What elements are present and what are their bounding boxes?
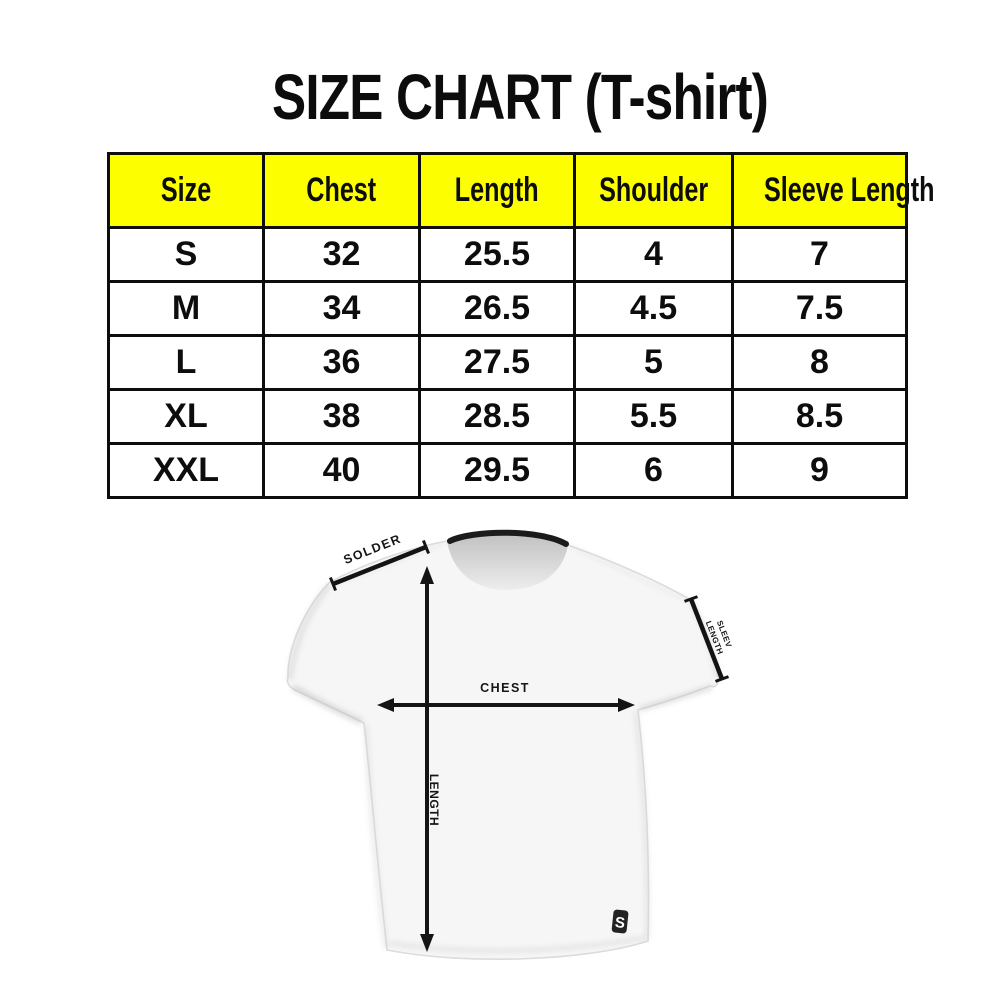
chest-arrowhead-left: [377, 698, 394, 712]
table-cell: S: [107, 226, 265, 283]
table-cell: 28.5: [418, 388, 576, 445]
table-row: L 36 27.5 5 8: [107, 334, 908, 391]
table-cell: 26.5: [418, 280, 576, 337]
table-cell: XXL: [107, 442, 265, 499]
length-arrow: [420, 566, 434, 952]
table-cell: 9: [731, 442, 908, 499]
column-header-shoulder: Shoulder: [573, 152, 734, 229]
brand-logo-tag: [611, 909, 629, 934]
table-header: Size Chest Length Shoulder Sleeve Length: [107, 152, 935, 229]
column-header-chest: Chest: [262, 152, 421, 229]
table-cell: 8: [731, 334, 908, 391]
table-cell: 4.5: [573, 280, 734, 337]
shoulder-measure-line: [332, 544, 427, 587]
sleeve-measure: [683, 595, 730, 683]
chest-arrow: [377, 698, 635, 712]
collar-scoop: [447, 535, 568, 590]
table-cell: 6: [573, 442, 734, 499]
table-cell: M: [107, 280, 265, 337]
tshirt-body: [286, 534, 719, 961]
sleeve-measure-tick-top: [683, 595, 699, 603]
brand-logo: S: [611, 909, 629, 934]
table-row: S 32 25.5 4 7: [107, 226, 908, 283]
table-cell: 5: [573, 334, 734, 391]
sleeve-measure-line: [688, 598, 725, 680]
brand-logo-letter: S: [614, 914, 626, 932]
chest-arrowhead-right: [618, 698, 635, 712]
page-title: SIZE CHART (T-shirt): [40, 64, 1000, 130]
length-label: LENGTH: [427, 774, 441, 826]
length-arrowhead-bottom: [420, 934, 434, 952]
table-cell: L: [107, 334, 265, 391]
shoulder-measure-tick-right: [422, 539, 430, 555]
shoulder-measure: [329, 539, 430, 592]
collar: [447, 529, 569, 590]
table-cell: 40: [262, 442, 421, 499]
length-arrowhead-top: [420, 566, 434, 584]
table-cell: 36: [262, 334, 421, 391]
column-header-length: Length: [418, 152, 576, 229]
tshirt-diagram: SOLDER LENGTH CHEST SLEEV LENGTH S: [286, 529, 733, 961]
table-row: XL 38 28.5 5.5 8.5: [107, 388, 908, 445]
table-row: M 34 26.5 4.5 7.5: [107, 280, 908, 337]
size-table-body: S 32 25.5 4 7 M 34 26.5 4.5 7.5 L 36 27.5 5 8 XL 38 28.5 5…: [107, 226, 908, 499]
column-header-sleeve-length: Sleeve Length: [731, 152, 935, 229]
collar-band: [447, 529, 569, 547]
table-cell: 34: [262, 280, 421, 337]
header-row: Size Chest Length Shoulder Sleeve Length: [107, 152, 935, 229]
table-cell: 7.5: [731, 280, 908, 337]
page-title-text: SIZE CHART (T-shirt): [272, 61, 769, 133]
table-cell: 25.5: [418, 226, 576, 283]
table-cell: 27.5: [418, 334, 576, 391]
table-cell: 5.5: [573, 388, 734, 445]
column-header-size: Size: [107, 152, 265, 229]
table-cell: 7: [731, 226, 908, 283]
sleeve-measure-tick-bottom: [714, 675, 730, 683]
chest-label: CHEST: [480, 681, 530, 695]
table-cell: 4: [573, 226, 734, 283]
shoulder-measure-tick-left: [329, 576, 337, 592]
table-row: XXL 40 29.5 6 9: [107, 442, 908, 499]
table-cell: XL: [107, 388, 265, 445]
table-cell: 32: [262, 226, 421, 283]
table-cell: 29.5: [418, 442, 576, 499]
size-chart-table: Size Chest Length Shoulder Sleeve Length S 32…: [107, 152, 935, 499]
table-cell: 38: [262, 388, 421, 445]
table-cell: 8.5: [731, 388, 908, 445]
